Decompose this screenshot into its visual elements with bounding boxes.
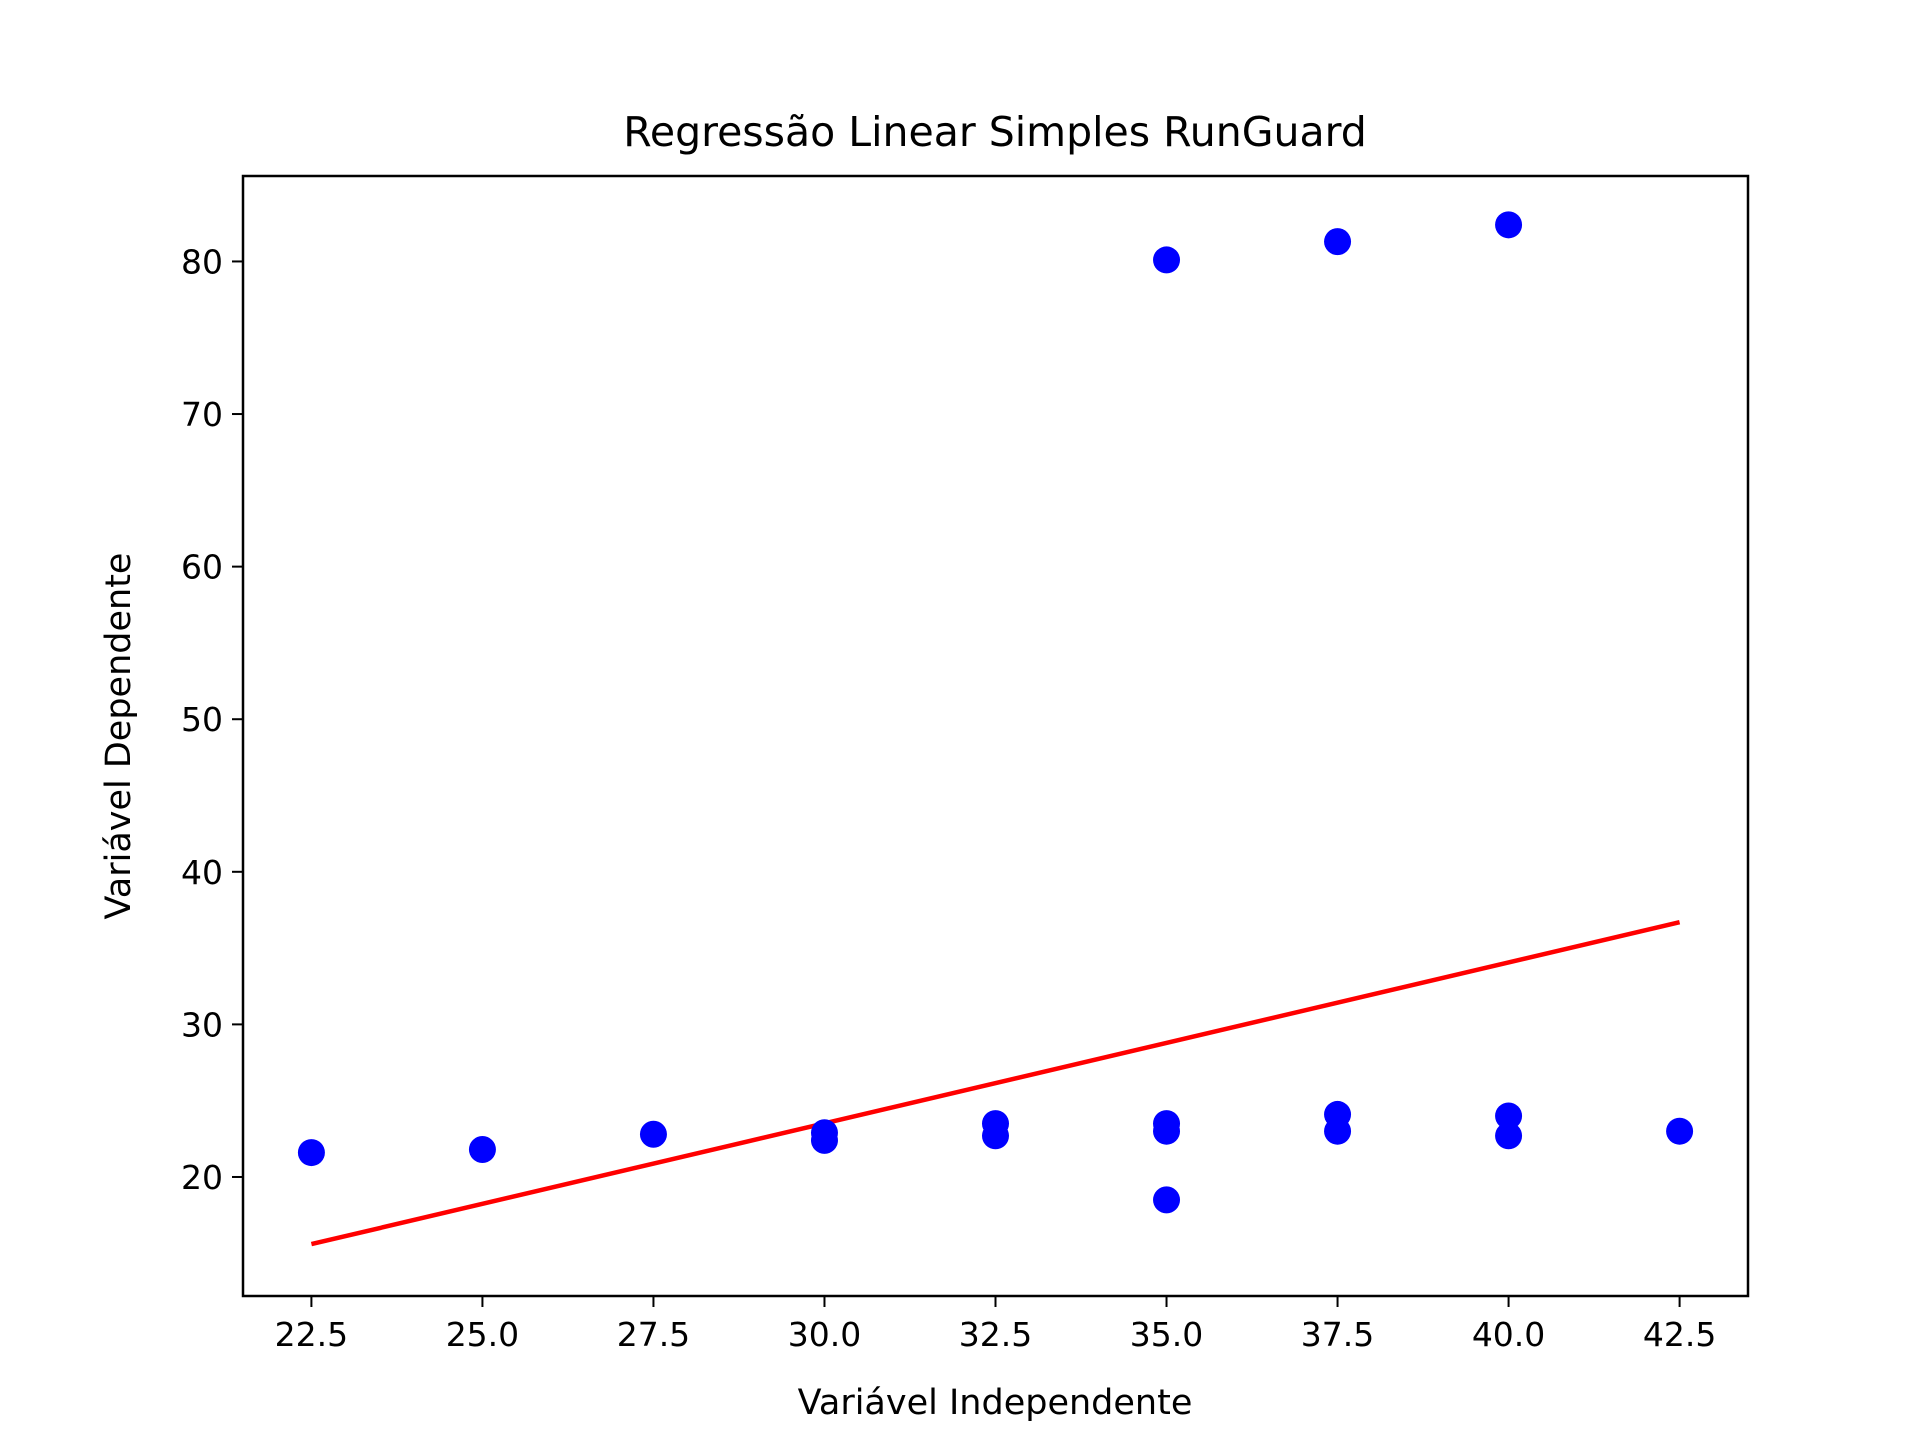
y-tick-label-5: 60 bbox=[181, 548, 223, 587]
x-tick-label-4: 30.0 bbox=[788, 1315, 861, 1354]
x-axis: 22.5 25.0 27.5 30.0 32.5 35.0 37.5 40.0 42.5 bbox=[275, 1296, 1716, 1354]
data-point-11 bbox=[1153, 1186, 1181, 1214]
x-axis-title: Variável Independente bbox=[798, 1383, 1193, 1423]
y-axis-title: Variável Dependente bbox=[99, 553, 139, 920]
data-point-18 bbox=[1666, 1117, 1694, 1145]
data-point-10 bbox=[1153, 1117, 1181, 1145]
data-point-3 bbox=[639, 1120, 667, 1148]
chart-title: Regressão Linear Simples RunGuard bbox=[623, 108, 1367, 156]
y-tick-label-1: 20 bbox=[181, 1158, 223, 1197]
regression-line bbox=[310, 919, 1681, 1247]
x-tick-label-5: 32.5 bbox=[959, 1315, 1032, 1354]
x-tick-label-6: 35.0 bbox=[1130, 1315, 1203, 1354]
y-tick-label-7: 80 bbox=[181, 242, 223, 281]
data-point-12 bbox=[1324, 228, 1352, 256]
data-point-17 bbox=[1495, 1122, 1523, 1150]
data-point-15 bbox=[1495, 211, 1523, 239]
data-point-16 bbox=[1495, 1102, 1523, 1130]
y-tick-label-3: 40 bbox=[181, 853, 223, 892]
y-axis: 20 30 40 50 60 70 80 bbox=[181, 242, 243, 1197]
data-point-2 bbox=[468, 1136, 496, 1164]
y-tick-label-4: 50 bbox=[181, 700, 223, 739]
plot-area bbox=[297, 211, 1694, 1247]
data-point-8 bbox=[1153, 246, 1181, 274]
y-tick-label-2: 30 bbox=[181, 1005, 223, 1044]
data-point-7 bbox=[982, 1122, 1009, 1150]
x-tick-label-2: 25.0 bbox=[446, 1315, 519, 1354]
x-tick-label-9: 42.5 bbox=[1643, 1315, 1716, 1354]
data-point-5 bbox=[810, 1126, 838, 1154]
data-point-1 bbox=[297, 1139, 325, 1167]
x-tick-label-3: 27.5 bbox=[617, 1315, 690, 1354]
x-tick-label-8: 40.0 bbox=[1472, 1315, 1545, 1354]
y-tick-label-6: 70 bbox=[181, 395, 223, 434]
x-tick-label-7: 37.5 bbox=[1301, 1315, 1374, 1354]
x-tick-label-1: 22.5 bbox=[275, 1315, 348, 1354]
data-point-14 bbox=[1324, 1117, 1352, 1145]
